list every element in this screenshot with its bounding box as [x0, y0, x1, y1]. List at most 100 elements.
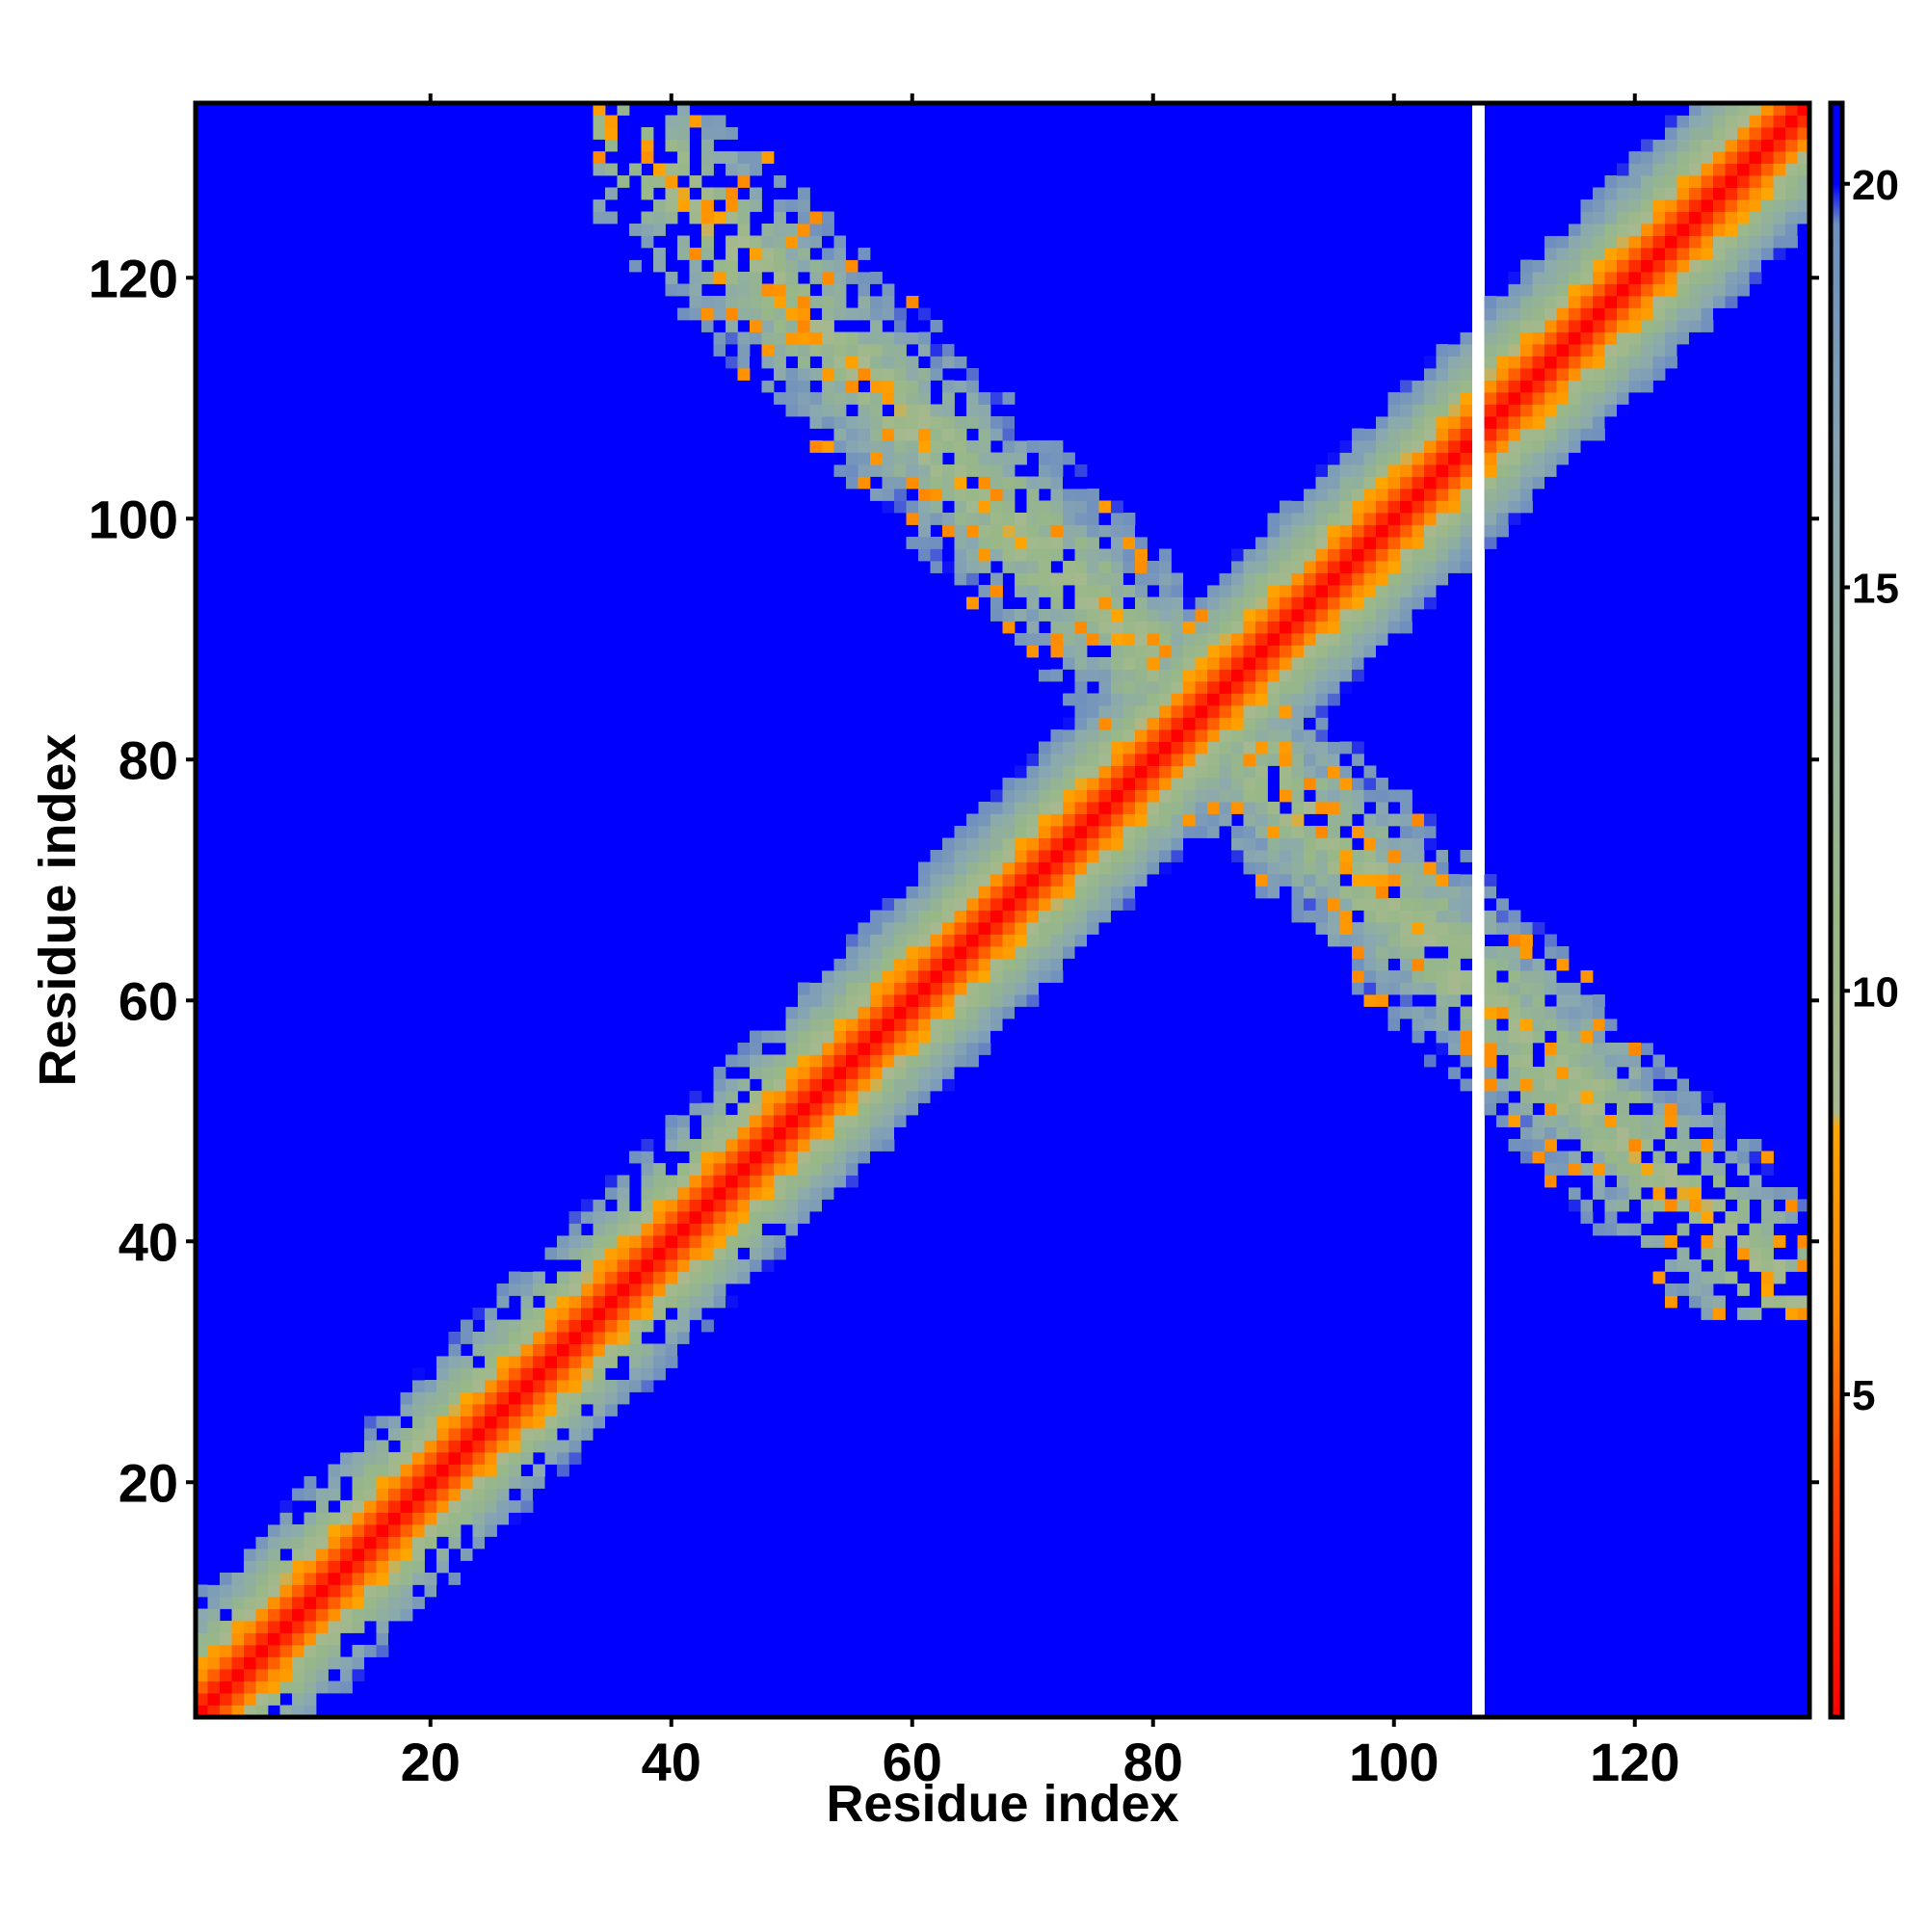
heatmap-cell: [918, 476, 931, 490]
heatmap-cell: [1352, 524, 1364, 538]
heatmap-cell: [750, 1175, 762, 1188]
heatmap-cell: [1797, 103, 1810, 116]
heatmap-cell: [1135, 826, 1148, 838]
heatmap-cell: [1267, 705, 1280, 718]
heatmap-cell: [1363, 922, 1377, 935]
heatmap-cell: [400, 1404, 413, 1416]
heatmap-cell: [1183, 778, 1196, 790]
heatmap-cell: [1087, 717, 1099, 730]
heatmap-cell: [1087, 609, 1099, 622]
heatmap-cell: [1580, 259, 1594, 273]
heatmap-cell: [846, 476, 858, 490]
heatmap-cell: [1255, 850, 1268, 862]
heatmap-cell: [1039, 548, 1051, 562]
heatmap-cell: [424, 1464, 437, 1477]
heatmap-cell: [581, 1367, 594, 1381]
heatmap-cell: [292, 1669, 304, 1681]
heatmap-cell: [1387, 789, 1401, 803]
heatmap-cell: [1315, 633, 1329, 646]
heatmap-cell: [1400, 850, 1412, 862]
heatmap-cell: [1544, 1151, 1557, 1164]
heatmap-cell: [509, 1464, 521, 1477]
heatmap-cell: [1122, 898, 1136, 911]
heatmap-cell: [316, 1632, 329, 1646]
heatmap-cell: [1701, 307, 1714, 321]
heatmap-cell: [1725, 224, 1738, 236]
heatmap-cell: [1231, 705, 1244, 718]
heatmap-cell: [1749, 235, 1762, 249]
heatmap-cell: [557, 1319, 569, 1333]
heatmap-cell: [809, 368, 823, 381]
heatmap-cell: [520, 1319, 534, 1333]
heatmap-cell: [1255, 778, 1268, 790]
heatmap-cell: [1183, 609, 1196, 622]
heatmap-cell: [713, 187, 726, 200]
heatmap-cell: [1400, 392, 1412, 405]
heatmap-cell: [1087, 729, 1099, 742]
heatmap-cell: [1039, 524, 1051, 538]
heatmap-cell: [894, 1006, 907, 1019]
heatmap-cell: [858, 404, 871, 417]
heatmap-cell: [557, 1295, 569, 1309]
heatmap-cell: [713, 1235, 726, 1248]
heatmap-cell: [665, 1175, 678, 1188]
heatmap-cell: [1267, 693, 1280, 706]
heatmap-cell: [1074, 572, 1088, 586]
heatmap-cell: [605, 1259, 618, 1272]
heatmap-cell: [1147, 826, 1160, 838]
heatmap-cell: [990, 392, 1003, 405]
heatmap-cell: [774, 1235, 786, 1248]
heatmap-cell: [1002, 476, 1016, 490]
heatmap-cell: [809, 344, 823, 357]
heatmap-cell: [1580, 1043, 1594, 1055]
heatmap-cell: [978, 946, 991, 959]
heatmap-cell: [726, 307, 738, 321]
heatmap-cell: [304, 1512, 317, 1525]
heatmap-cell: [761, 259, 775, 273]
heatmap-cell: [822, 272, 834, 284]
heatmap-cell: [485, 1500, 497, 1513]
heatmap-cell: [641, 187, 654, 200]
heatmap-cell: [1532, 368, 1545, 381]
heatmap-cell: [1352, 585, 1364, 597]
heatmap-cell: [689, 199, 702, 212]
heatmap-cell: [1363, 657, 1377, 670]
heatmap-cell: [1676, 259, 1690, 273]
heatmap-cell: [1376, 982, 1388, 995]
heatmap-cell: [1460, 850, 1473, 862]
heatmap-cell: [1087, 548, 1099, 562]
heatmap-cell: [544, 1428, 558, 1441]
heatmap-cell: [1063, 778, 1075, 790]
heatmap-cell: [774, 1115, 786, 1127]
heatmap-cell: [1544, 344, 1557, 357]
heatmap-cell: [593, 1284, 606, 1296]
heatmap-cell: [1171, 789, 1184, 803]
heatmap-cell: [1111, 813, 1123, 827]
heatmap-cell: [557, 1391, 569, 1405]
heatmap-cell: [1773, 139, 1786, 152]
heatmap-cell: [942, 1030, 955, 1044]
heatmap-cell: [568, 1247, 582, 1260]
heatmap-cell: [1496, 283, 1509, 297]
heatmap-cell: [1701, 1247, 1714, 1260]
heatmap-cell: [1280, 789, 1292, 803]
heatmap-cell: [774, 1078, 786, 1092]
heatmap-cell: [1725, 259, 1738, 273]
heatmap-cell: [894, 886, 907, 899]
heatmap-cell: [1015, 513, 1027, 525]
heatmap-cell: [436, 1440, 449, 1453]
heatmap-cell: [1339, 513, 1353, 525]
heatmap-cell: [1195, 741, 1208, 754]
heatmap-cell: [1412, 826, 1425, 838]
heatmap-cell: [1532, 970, 1545, 983]
heatmap-cell: [1002, 609, 1016, 622]
heatmap-cell: [966, 404, 979, 417]
heatmap-cell: [1328, 561, 1340, 573]
heatmap-cell: [978, 1006, 991, 1019]
heatmap-cell: [1448, 850, 1461, 862]
heatmap-cell: [292, 1488, 304, 1501]
heatmap-cell: [1424, 368, 1437, 381]
heatmap-cell: [1039, 754, 1051, 766]
heatmap-cell: [954, 994, 967, 1007]
heatmap-cell: [1737, 139, 1750, 152]
